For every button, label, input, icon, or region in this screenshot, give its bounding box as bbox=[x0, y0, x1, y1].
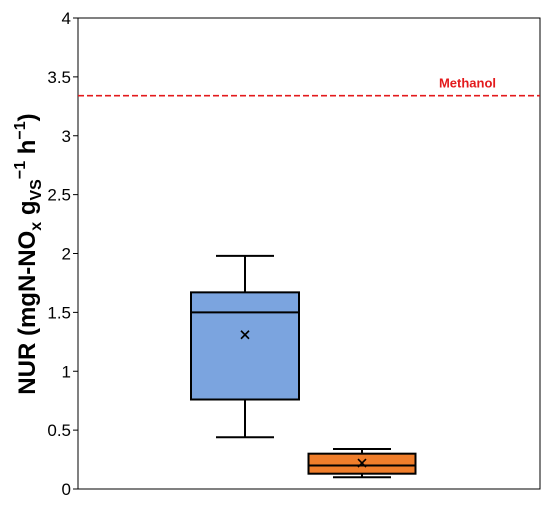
mean-marker bbox=[240, 330, 250, 340]
boxes-group bbox=[190, 254, 417, 479]
y-tick-label: 2 bbox=[62, 245, 71, 264]
y-tick-label: 3 bbox=[62, 127, 71, 146]
y-tick-label: 1.5 bbox=[47, 303, 71, 322]
y-label-h: h bbox=[14, 140, 41, 161]
y-tick-label: 3.5 bbox=[47, 68, 71, 87]
box-1 bbox=[190, 254, 300, 439]
y-label-main: NUR (mgN-NO bbox=[14, 231, 41, 395]
y-tick-label: 4 bbox=[62, 9, 71, 28]
reference-line-group: Methanol bbox=[78, 76, 540, 97]
y-label-sup1: −1 bbox=[12, 161, 29, 179]
box-2 bbox=[307, 447, 417, 479]
y-axis-label: NUR (mgN-NOx gVS−1 h−1) bbox=[12, 113, 45, 394]
y-label-close: ) bbox=[14, 113, 41, 121]
y-label-g: g bbox=[14, 200, 41, 221]
y-tick-label: 2.5 bbox=[47, 186, 71, 205]
y-label-sup2: −1 bbox=[12, 121, 29, 139]
y-tick-label: 1 bbox=[62, 362, 71, 381]
y-axis: 0 0.5 1 1.5 2 2.5 3 3.5 4 bbox=[47, 9, 78, 499]
mean-marker bbox=[357, 458, 367, 468]
y-label-sub-vs: VS bbox=[28, 179, 45, 201]
reference-line-label: Methanol bbox=[439, 76, 496, 91]
box-body bbox=[190, 291, 300, 401]
y-tick-label: 0.5 bbox=[47, 421, 71, 440]
y-tick-label: 0 bbox=[62, 480, 71, 499]
y-label-sub-x: x bbox=[28, 222, 45, 231]
